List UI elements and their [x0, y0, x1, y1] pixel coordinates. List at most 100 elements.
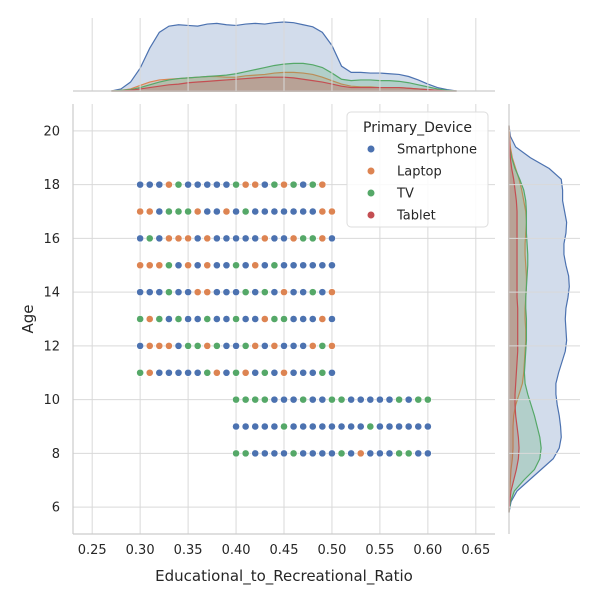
x-tick-label: 0.40: [222, 543, 251, 558]
scatter-point-laptop: [241, 180, 250, 189]
y-tick-label: 20: [43, 124, 60, 139]
scatter-point-tv: [289, 180, 298, 189]
scatter-point-smartphone: [241, 261, 250, 270]
scatter-point-smartphone: [145, 288, 154, 297]
marginal-y-density-tablet: [508, 125, 520, 513]
scatter-point-smartphone: [174, 368, 183, 377]
scatter-point-smartphone: [270, 395, 279, 404]
scatter-point-smartphone: [232, 341, 240, 350]
x-axis-label: Educational_to_Recreational_Ratio: [155, 567, 413, 586]
scatter-point-smartphone: [155, 288, 164, 297]
scatter-point-smartphone: [308, 449, 317, 458]
scatter-point-smartphone: [136, 288, 145, 297]
scatter-point-laptop: [136, 207, 145, 216]
scatter-point-smartphone: [328, 368, 336, 377]
scatter-point-laptop: [136, 261, 145, 270]
scatter-point-tv: [203, 315, 212, 323]
scatter-point-smartphone: [328, 449, 336, 458]
scatter-point-tv: [289, 449, 298, 458]
scatter-point-smartphone: [184, 368, 192, 377]
scatter-point-smartphone: [385, 422, 394, 431]
marginal-y-density-smartphone: [508, 125, 570, 513]
scatter-point-smartphone: [299, 449, 308, 458]
legend: Primary_Device Smartphone Laptop TV Tablet: [346, 111, 489, 228]
scatter-point-laptop: [251, 180, 260, 189]
scatter-point-smartphone: [385, 449, 394, 458]
scatter-point-smartphone: [251, 368, 260, 377]
scatter-point-tv: [193, 341, 202, 350]
scatter-point-smartphone: [155, 368, 164, 377]
scatter-point-laptop: [280, 180, 288, 189]
scatter-point-laptop: [251, 261, 260, 270]
scatter-point-smartphone: [404, 422, 413, 431]
scatter-point-smartphone: [423, 449, 432, 458]
scatter-point-smartphone: [308, 368, 317, 377]
scatter-point-tv: [136, 315, 145, 323]
scatter-point-tv: [184, 341, 192, 350]
scatter-point-smartphone: [222, 180, 231, 189]
scatter-point-smartphone: [155, 207, 164, 216]
scatter-point-smartphone: [136, 234, 145, 243]
scatter-point-smartphone: [423, 422, 432, 431]
scatter-point-smartphone: [155, 180, 164, 189]
scatter-points: [136, 180, 432, 458]
scatter-point-laptop: [193, 288, 202, 297]
scatter-point-laptop: [318, 234, 327, 243]
scatter-point-tv: [404, 449, 413, 458]
scatter-point-smartphone: [212, 180, 221, 189]
scatter-point-smartphone: [318, 288, 327, 297]
scatter-point-smartphone: [385, 395, 394, 404]
scatter-point-smartphone: [136, 180, 145, 189]
scatter-point-smartphone: [193, 234, 202, 243]
scatter-point-laptop: [165, 234, 173, 243]
scatter-point-tv: [232, 315, 240, 323]
scatter-point-smartphone: [184, 180, 192, 189]
scatter-point-smartphone: [241, 234, 250, 243]
scatter-point-tv: [270, 315, 279, 323]
legend-label-laptop: Laptop: [397, 165, 442, 180]
x-tick-label: 0.60: [413, 543, 442, 558]
scatter-point-laptop: [203, 261, 212, 270]
scatter-point-smartphone: [289, 422, 298, 431]
scatter-point-smartphone: [251, 422, 260, 431]
scatter-point-smartphone: [260, 261, 269, 270]
legend-marker-smartphone: [366, 144, 376, 154]
scatter-point-smartphone: [299, 368, 308, 377]
scatter-point-tv: [270, 261, 279, 270]
y-axis-label: Age: [19, 304, 37, 333]
scatter-point-smartphone: [328, 315, 336, 323]
scatter-point-smartphone: [289, 368, 298, 377]
axes: 0.25 0.30 0.35 0.40 0.45 0.50 0.55 0.60 0.65 6 8 10…: [19, 90, 510, 586]
scatter-point-smartphone: [212, 315, 221, 323]
scatter-point-smartphone: [318, 261, 327, 270]
y-tick-label: 18: [43, 178, 60, 193]
scatter-point-smartphone: [289, 315, 298, 323]
scatter-point-laptop: [203, 234, 212, 243]
legend-marker-laptop: [366, 166, 376, 176]
scatter-point-laptop: [318, 315, 327, 323]
scatter-point-laptop: [308, 341, 317, 350]
scatter-point-smartphone: [280, 395, 288, 404]
scatter-point-tv: [241, 449, 250, 458]
scatter-point-tv: [155, 315, 164, 323]
scatter-point-laptop: [155, 261, 164, 270]
y-tick-label: 8: [52, 447, 60, 462]
scatter-point-tv: [308, 288, 317, 297]
scatter-point-smartphone: [356, 422, 365, 431]
scatter-point-smartphone: [404, 395, 413, 404]
scatter-point-smartphone: [280, 341, 288, 350]
scatter-point-smartphone: [414, 449, 423, 458]
scatter-point-smartphone: [193, 180, 202, 189]
scatter-point-laptop: [145, 315, 154, 323]
scatter-point-smartphone: [328, 234, 336, 243]
scatter-point-smartphone: [270, 368, 279, 377]
scatter-point-laptop: [280, 368, 288, 377]
x-tick-label: 0.45: [270, 543, 299, 558]
scatter-point-tv: [280, 315, 288, 323]
y-tick-label: 14: [43, 286, 60, 301]
scatter-point-smartphone: [280, 261, 288, 270]
scatter-point-smartphone: [280, 234, 288, 243]
legend-label-smartphone: Smartphone: [397, 143, 477, 158]
scatter-point-smartphone: [270, 234, 279, 243]
